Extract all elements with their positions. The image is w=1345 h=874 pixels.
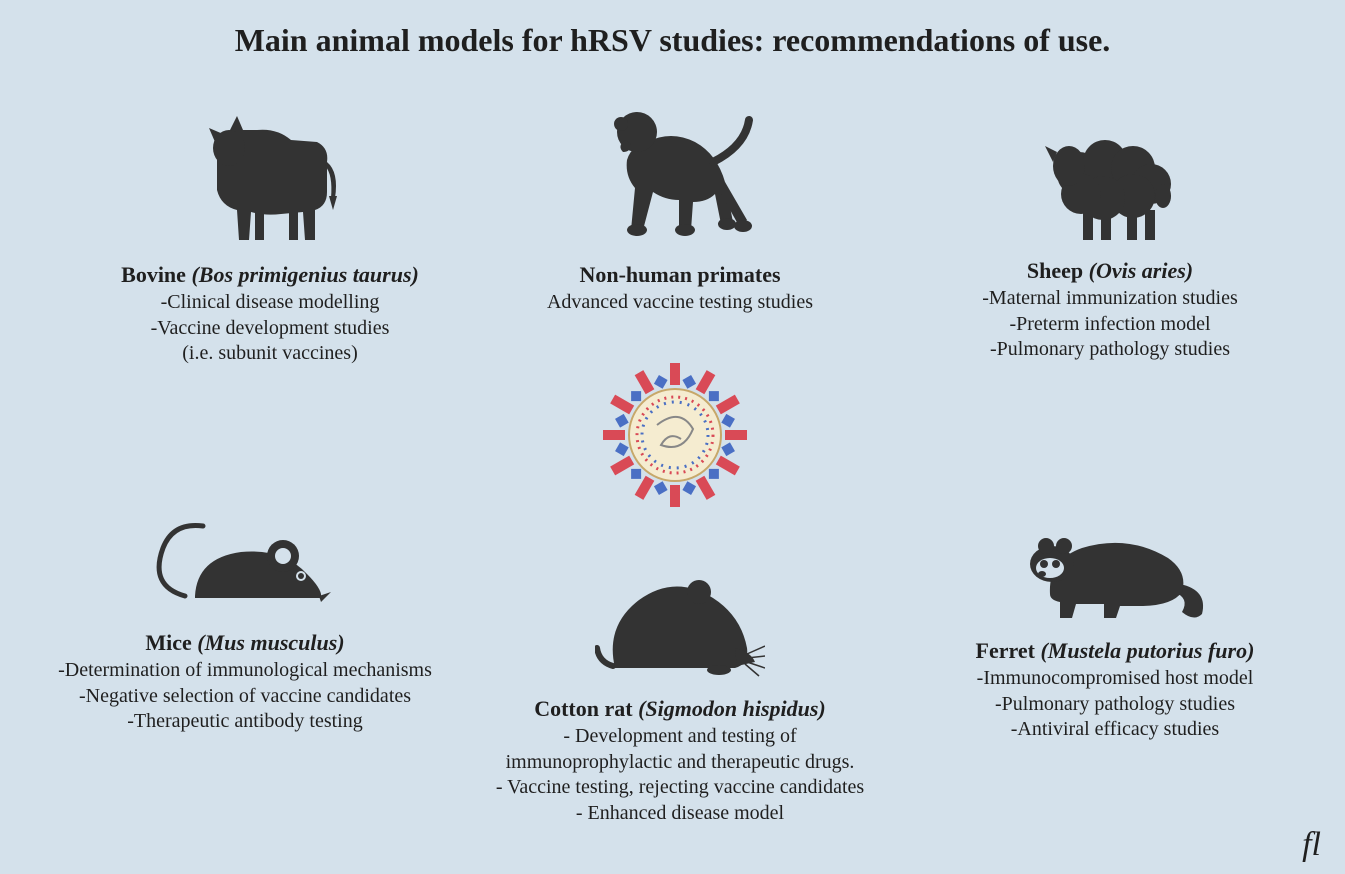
cell-bovine: Bovine (Bos primigenius taurus) -Clinica… [80, 112, 460, 367]
mice-line: -Determination of immunological mechanis… [20, 658, 470, 684]
cow-icon [80, 112, 460, 252]
sheep-line: -Preterm infection model [920, 312, 1300, 338]
cottonrat-name: Cotton rat (Sigmodon hispidus) [465, 696, 895, 722]
sheep-line: -Maternal immunization studies [920, 286, 1300, 312]
cottonrat-line: - Development and testing of [465, 724, 895, 750]
ferret-name: Ferret (Mustela putorius furo) [920, 638, 1310, 664]
sheep-icon [920, 118, 1300, 248]
infographic-canvas: Main animal models for hRSV studies: rec… [0, 0, 1345, 874]
mice-line: -Therapeutic antibody testing [20, 709, 470, 735]
mice-line: -Negative selection of vaccine candidate… [20, 684, 470, 710]
ferret-line: -Immunocompromised host model [920, 666, 1310, 692]
bovine-line: (i.e. subunit vaccines) [80, 341, 460, 367]
cottonrat-line: - Vaccine testing, rejecting vaccine can… [465, 775, 895, 801]
page-title: Main animal models for hRSV studies: rec… [0, 22, 1345, 59]
cell-mice: Mice (Mus musculus) -Determination of im… [20, 500, 470, 735]
primates-line: Advanced vaccine testing studies [480, 290, 880, 316]
cottonrat-line: - Enhanced disease model [465, 801, 895, 827]
cotton-rat-icon [465, 556, 895, 686]
cell-ferret: Ferret (Mustela putorius furo) -Immunoco… [920, 498, 1310, 743]
sheep-name: Sheep (Ovis aries) [920, 258, 1300, 284]
mouse-icon [20, 500, 470, 620]
ferret-line: -Antiviral efficacy studies [920, 717, 1310, 743]
primates-name: Non-human primates [480, 262, 880, 288]
virus-illustration [600, 360, 750, 520]
cell-sheep: Sheep (Ovis aries) -Maternal immunizatio… [920, 118, 1300, 363]
sheep-line: -Pulmonary pathology studies [920, 337, 1300, 363]
primate-icon [480, 102, 880, 252]
cottonrat-line: immunoprophylactic and therapeutic drugs… [465, 750, 895, 776]
mice-name: Mice (Mus musculus) [20, 630, 470, 656]
virus-icon [600, 360, 750, 510]
bovine-line: -Vaccine development studies [80, 316, 460, 342]
bovine-name: Bovine (Bos primigenius taurus) [80, 262, 460, 288]
cell-primates: Non-human primates Advanced vaccine test… [480, 102, 880, 316]
ferret-line: -Pulmonary pathology studies [920, 692, 1310, 718]
artist-signature: fl [1302, 826, 1321, 864]
ferret-icon [920, 498, 1310, 628]
cell-cottonrat: Cotton rat (Sigmodon hispidus) - Develop… [465, 556, 895, 826]
bovine-line: -Clinical disease modelling [80, 290, 460, 316]
